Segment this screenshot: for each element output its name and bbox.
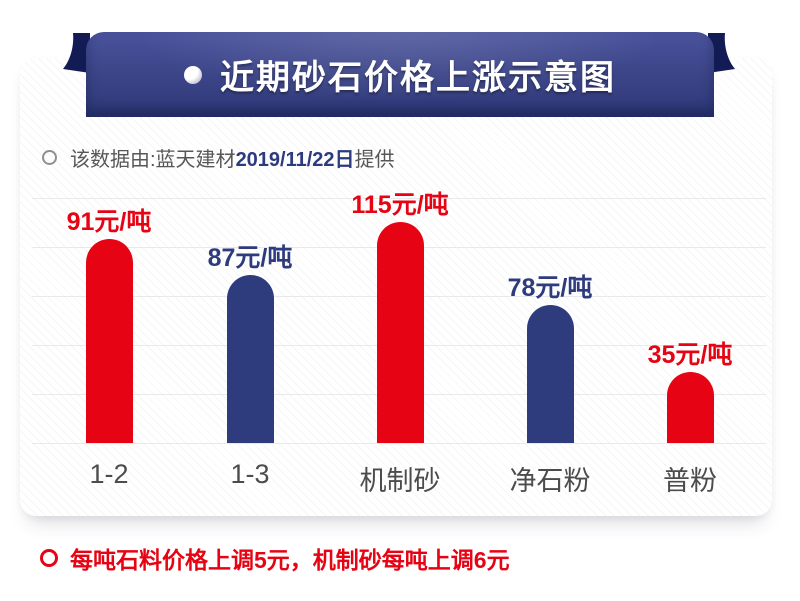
category-label-pufen: 普粉 <box>663 466 717 496</box>
bar-jizhisha <box>376 222 424 443</box>
circle-outline-icon <box>42 150 57 165</box>
price-increase-text: 每吨石料价格上调5元，机制砂每吨上调6元 <box>70 547 510 573</box>
title-banner: 近期砂石价格上涨示意图 <box>86 32 714 117</box>
category-label-jingshifen: 净石粉 <box>509 466 591 496</box>
bar-value-label-jingshifen: 78元/吨 <box>507 274 593 302</box>
data-source-prefix: 该数据由:蓝天建材 <box>70 149 236 171</box>
bar-value-label-jizhisha: 115元/吨 <box>351 191 449 219</box>
bar-1-2 <box>85 239 133 443</box>
bullet-ball-icon <box>184 65 202 84</box>
data-source-text: 该数据由:蓝天建材2019/11/22日提供 <box>70 143 395 172</box>
bar-pufen <box>666 372 714 443</box>
bar-value-label-1-3: 87元/吨 <box>207 244 293 272</box>
category-label-1-3: 1-3 <box>230 459 270 489</box>
category-label-jizhisha: 机制砂 <box>359 466 441 496</box>
category-label-1-2: 1-2 <box>89 459 129 489</box>
bar-value-label-1-2: 91元/吨 <box>66 208 152 236</box>
bar-1-3 <box>226 275 274 443</box>
data-source-date: 2019/11/22日 <box>235 149 355 171</box>
data-source-line: 该数据由:蓝天建材2019/11/22日提供 <box>42 143 395 172</box>
price-increase-note: 每吨石料价格上调5元，机制砂每吨上调6元 <box>40 541 510 575</box>
ribbon-right-flap <box>708 33 735 73</box>
data-source-suffix: 提供 <box>354 149 395 171</box>
bar-jingshifen <box>526 305 574 443</box>
page-title: 近期砂石价格上涨示意图 <box>220 59 616 97</box>
ribbon-left-flap <box>63 33 90 73</box>
bar-value-label-pufen: 35元/吨 <box>647 341 733 369</box>
circle-outline-icon <box>40 549 58 567</box>
gridline <box>32 198 766 199</box>
gridline <box>32 443 766 444</box>
